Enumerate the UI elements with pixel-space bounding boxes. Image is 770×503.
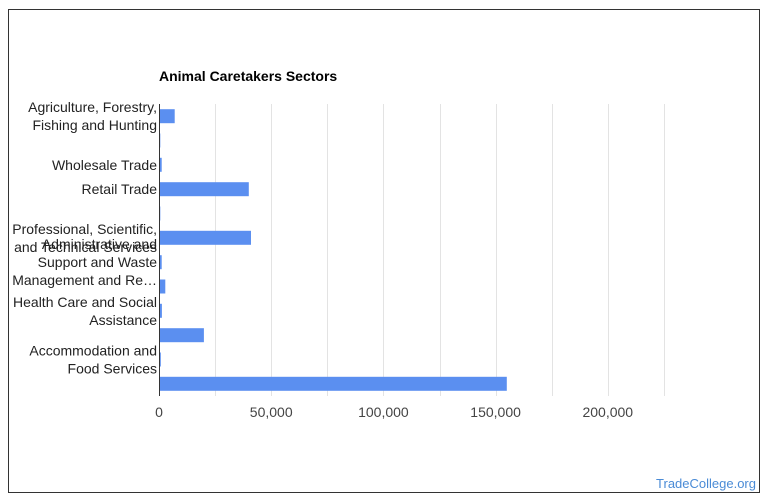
- x-tick-label: 150,000: [470, 404, 521, 420]
- x-tick-labels: 0 50,000 100,000 150,000 200,000: [155, 404, 633, 420]
- chart-title: Animal Caretakers Sectors: [159, 68, 337, 84]
- bar[interactable]: [159, 157, 162, 172]
- x-tick-label: 50,000: [250, 404, 293, 420]
- category-label: Wholesale Trade: [52, 157, 157, 173]
- category-label: Health Care and Social Assistance: [13, 294, 157, 328]
- bar[interactable]: [159, 109, 175, 124]
- category-label: Agriculture, Forestry, Fishing and Huntin…: [28, 99, 157, 133]
- bar[interactable]: [159, 255, 162, 270]
- category-label: Retail Trade: [82, 181, 158, 197]
- bar[interactable]: [159, 182, 249, 197]
- bar[interactable]: [159, 279, 166, 294]
- category-labels: Agriculture, Forestry, Fishing and Huntin…: [12, 99, 157, 376]
- bars: [159, 109, 507, 391]
- bar[interactable]: [159, 230, 251, 245]
- bar[interactable]: [159, 376, 507, 391]
- x-tick-label: 200,000: [582, 404, 633, 420]
- category-label: Professional, Scientific, and Technical S…: [12, 221, 157, 255]
- source-credit[interactable]: TradeCollege.org: [656, 476, 756, 491]
- category-label: Administrative and Support and Waste Manag…: [12, 236, 157, 288]
- x-tick-label: 0: [155, 404, 163, 420]
- bar[interactable]: [159, 303, 162, 318]
- x-tick-label: 100,000: [358, 404, 409, 420]
- grid-lines: [215, 104, 665, 396]
- bar[interactable]: [159, 328, 204, 343]
- category-label: Accommodation and Food Services: [29, 343, 157, 377]
